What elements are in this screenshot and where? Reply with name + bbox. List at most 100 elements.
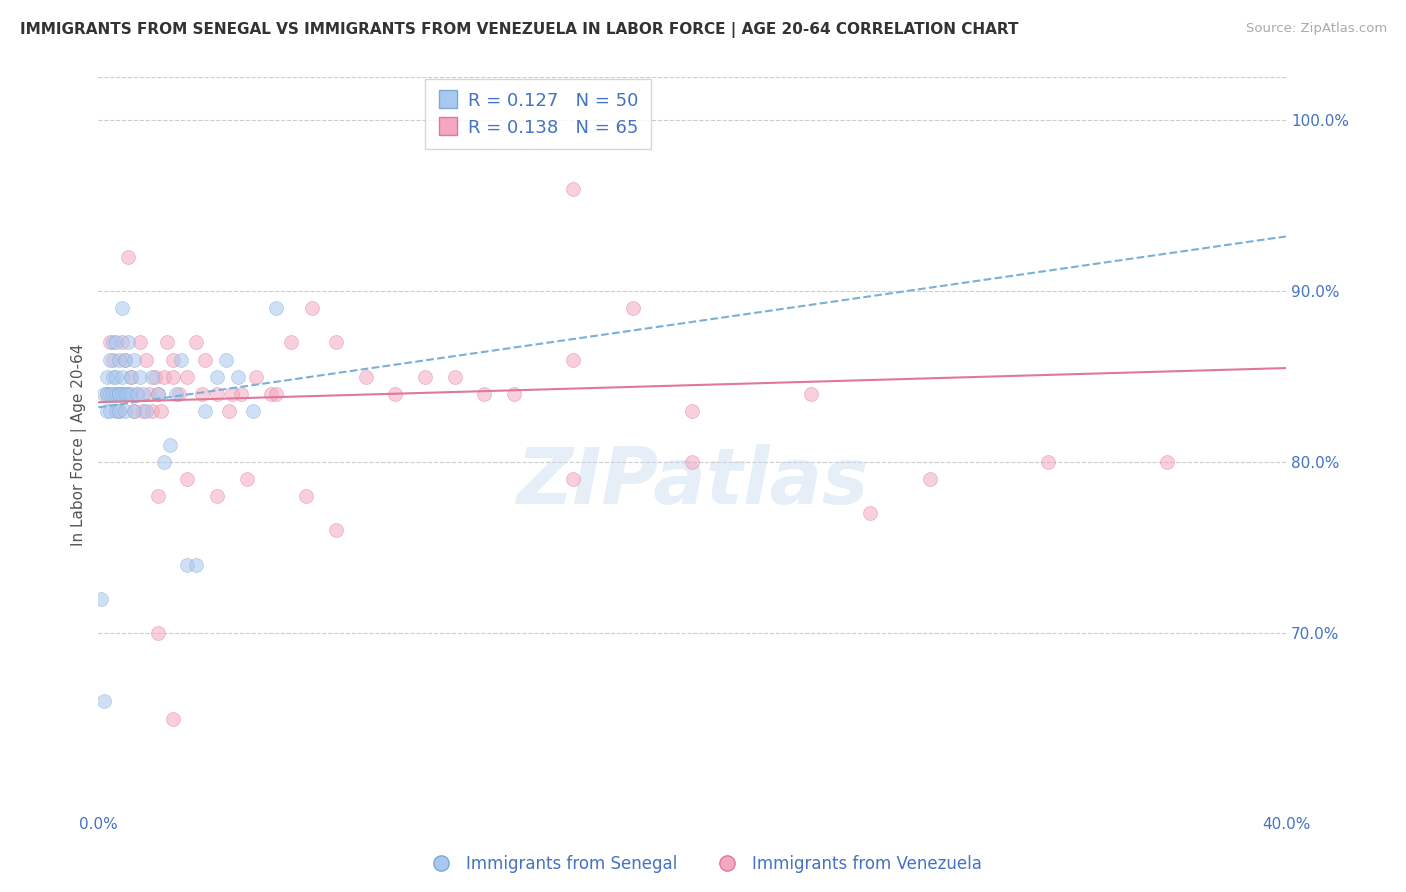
Point: [103, 386, 125, 401]
Point: [98, 335, 121, 350]
Y-axis label: In Labor Force | Age 20-64: In Labor Force | Age 20-64: [72, 343, 87, 546]
Point: [122, 404, 145, 418]
Point: [295, 489, 318, 503]
Point: [205, 369, 228, 384]
Point: [105, 335, 128, 350]
Point: [146, 489, 169, 503]
Point: [90, 591, 112, 606]
Point: [859, 507, 882, 521]
Text: Source: ZipAtlas.com: Source: ZipAtlas.com: [1247, 22, 1388, 36]
Point: [105, 404, 128, 418]
Text: IMMIGRANTS FROM SENEGAL VS IMMIGRANTS FROM VENEZUELA IN LABOR FORCE | AGE 20-64 : IMMIGRANTS FROM SENEGAL VS IMMIGRANTS FR…: [20, 22, 1018, 38]
Point: [191, 386, 214, 401]
Point: [152, 369, 174, 384]
Point: [114, 386, 136, 401]
Point: [108, 386, 131, 401]
Point: [236, 472, 259, 486]
Point: [117, 250, 139, 264]
Point: [103, 352, 125, 367]
Point: [105, 386, 128, 401]
Text: ZIPatlas: ZIPatlas: [516, 443, 869, 520]
Point: [98, 386, 121, 401]
Point: [135, 404, 157, 418]
Point: [138, 386, 160, 401]
Point: [562, 181, 585, 195]
Point: [117, 386, 139, 401]
Point: [194, 352, 217, 367]
Point: [681, 404, 703, 418]
Point: [215, 352, 238, 367]
Point: [141, 404, 163, 418]
Point: [103, 335, 125, 350]
Point: [205, 386, 228, 401]
Point: [98, 352, 121, 367]
Point: [108, 352, 131, 367]
Point: [96, 386, 118, 401]
Point: [111, 386, 134, 401]
Point: [226, 369, 249, 384]
Point: [125, 386, 148, 401]
Point: [159, 438, 181, 452]
Point: [120, 386, 142, 401]
Point: [105, 386, 128, 401]
Point: [354, 369, 377, 384]
Point: [122, 404, 145, 418]
Point: [229, 386, 252, 401]
Point: [918, 472, 941, 486]
Point: [149, 404, 172, 418]
Point: [135, 352, 157, 367]
Point: [98, 404, 121, 418]
Point: [186, 335, 208, 350]
Point: [111, 335, 134, 350]
Point: [280, 335, 302, 350]
Point: [117, 386, 139, 401]
Point: [114, 352, 136, 367]
Point: [122, 352, 145, 367]
Point: [413, 369, 436, 384]
Point: [162, 369, 184, 384]
Point: [186, 558, 208, 572]
Point: [125, 386, 148, 401]
Point: [325, 335, 347, 350]
Point: [156, 335, 179, 350]
Point: [1156, 455, 1178, 469]
Point: [93, 386, 115, 401]
Point: [194, 404, 217, 418]
Point: [143, 369, 166, 384]
Point: [162, 352, 184, 367]
Point: [301, 301, 323, 316]
Point: [176, 472, 198, 486]
Point: [165, 386, 187, 401]
Point: [176, 369, 198, 384]
Point: [503, 386, 526, 401]
Point: [218, 404, 240, 418]
Point: [1038, 455, 1060, 469]
Point: [96, 369, 118, 384]
Legend: R = 0.127   N = 50, R = 0.138   N = 65: R = 0.127 N = 50, R = 0.138 N = 65: [425, 79, 651, 150]
Point: [259, 386, 281, 401]
Point: [167, 386, 190, 401]
Point: [132, 404, 155, 418]
Point: [242, 404, 264, 418]
Point: [96, 386, 118, 401]
Point: [132, 386, 155, 401]
Point: [111, 386, 134, 401]
Point: [114, 404, 136, 418]
Point: [162, 712, 184, 726]
Point: [146, 626, 169, 640]
Point: [93, 694, 115, 708]
Point: [96, 404, 118, 418]
Point: [205, 489, 228, 503]
Point: [111, 301, 134, 316]
Point: [562, 352, 585, 367]
Point: [621, 301, 644, 316]
Point: [146, 386, 169, 401]
Point: [245, 369, 267, 384]
Point: [108, 386, 131, 401]
Point: [111, 369, 134, 384]
Point: [114, 352, 136, 367]
Point: [681, 455, 703, 469]
Point: [117, 335, 139, 350]
Point: [152, 455, 174, 469]
Point: [141, 369, 163, 384]
